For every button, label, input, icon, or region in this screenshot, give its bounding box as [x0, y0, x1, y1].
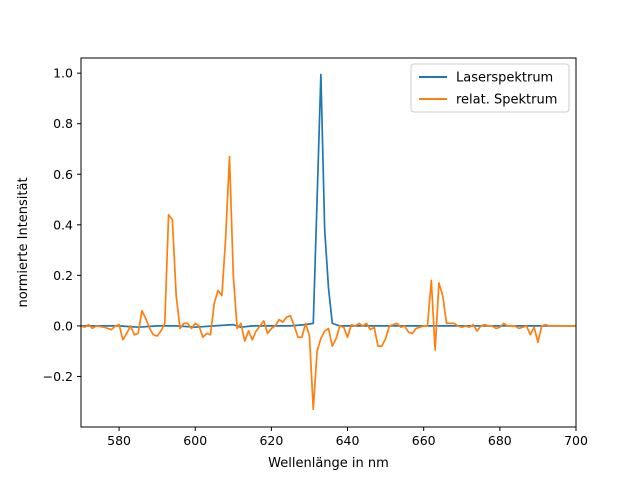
legend-label-2: relat. Spektrum	[456, 93, 557, 108]
x-tick-label: 600	[183, 433, 207, 448]
x-tick-label: 660	[412, 433, 436, 448]
y-tick-label: 0.2	[53, 268, 73, 283]
legend-box	[410, 63, 570, 113]
y-axis-label: normierte Intensität	[16, 177, 31, 307]
series-line-2	[81, 155, 576, 411]
x-axis: 580 600 620 640 660 680 700	[107, 427, 588, 448]
series-line-1	[81, 73, 576, 329]
x-tick-label: 680	[488, 433, 512, 448]
plot-area	[81, 73, 576, 411]
axes-frame	[80, 57, 577, 428]
y-tick-label: −0.2	[43, 369, 73, 384]
x-axis-label: Wellenlänge in nm	[268, 456, 389, 471]
y-tick-label: 0.4	[53, 217, 73, 232]
x-tick-label: 580	[107, 433, 131, 448]
legend-label-1: Laserspektrum	[456, 71, 553, 86]
y-tick-label: 0.0	[53, 318, 73, 333]
x-tick-label: 640	[336, 433, 360, 448]
y-tick-label: 1.0	[53, 66, 73, 81]
x-tick-label: 620	[259, 433, 283, 448]
y-axis: −0.2 0.0 0.2 0.4 0.6 0.8 1.0	[43, 66, 81, 384]
legend: Laserspektrum relat. Spektrum	[410, 63, 570, 113]
x-tick-label: 700	[564, 433, 588, 448]
y-tick-label: 0.8	[53, 116, 73, 131]
y-tick-label: 0.6	[53, 167, 73, 182]
